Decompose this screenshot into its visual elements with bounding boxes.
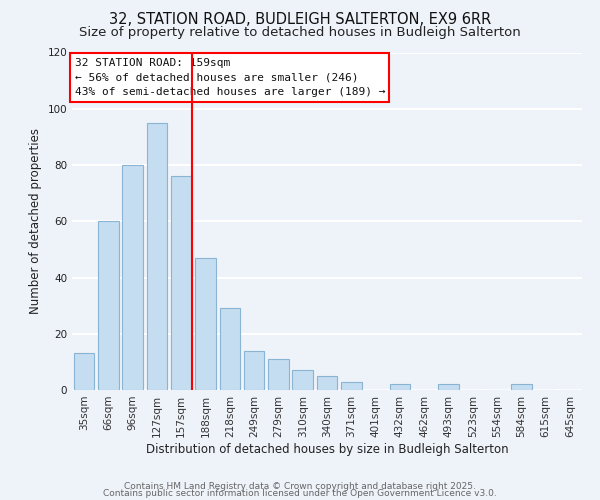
Bar — [389, 384, 410, 390]
Bar — [317, 376, 337, 390]
Bar — [292, 370, 313, 390]
Bar — [220, 308, 240, 390]
Bar — [122, 165, 143, 390]
Bar — [244, 350, 265, 390]
Text: 32, STATION ROAD, BUDLEIGH SALTERTON, EX9 6RR: 32, STATION ROAD, BUDLEIGH SALTERTON, EX… — [109, 12, 491, 28]
Bar — [171, 176, 191, 390]
X-axis label: Distribution of detached houses by size in Budleigh Salterton: Distribution of detached houses by size … — [146, 442, 508, 456]
Bar — [268, 359, 289, 390]
Bar — [146, 123, 167, 390]
Bar — [98, 221, 119, 390]
Bar — [195, 258, 216, 390]
Bar — [511, 384, 532, 390]
Text: 32 STATION ROAD: 159sqm
← 56% of detached houses are smaller (246)
43% of semi-d: 32 STATION ROAD: 159sqm ← 56% of detache… — [74, 58, 385, 97]
Bar — [341, 382, 362, 390]
Y-axis label: Number of detached properties: Number of detached properties — [29, 128, 42, 314]
Bar — [438, 384, 459, 390]
Text: Size of property relative to detached houses in Budleigh Salterton: Size of property relative to detached ho… — [79, 26, 521, 39]
Text: Contains public sector information licensed under the Open Government Licence v3: Contains public sector information licen… — [103, 489, 497, 498]
Bar — [74, 354, 94, 390]
Text: Contains HM Land Registry data © Crown copyright and database right 2025.: Contains HM Land Registry data © Crown c… — [124, 482, 476, 491]
